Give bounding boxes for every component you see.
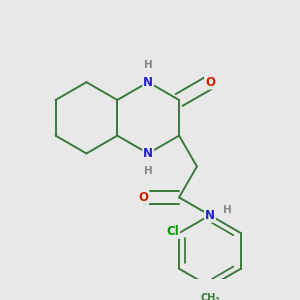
Text: O: O (138, 191, 148, 204)
Text: O: O (205, 76, 215, 89)
Text: H: H (144, 166, 153, 176)
Text: N: N (205, 209, 215, 222)
Text: CH₃: CH₃ (200, 293, 220, 300)
Text: H: H (223, 205, 231, 214)
Text: Cl: Cl (167, 225, 179, 238)
Text: N: N (143, 76, 153, 89)
Text: N: N (143, 147, 153, 160)
Text: H: H (144, 60, 153, 70)
